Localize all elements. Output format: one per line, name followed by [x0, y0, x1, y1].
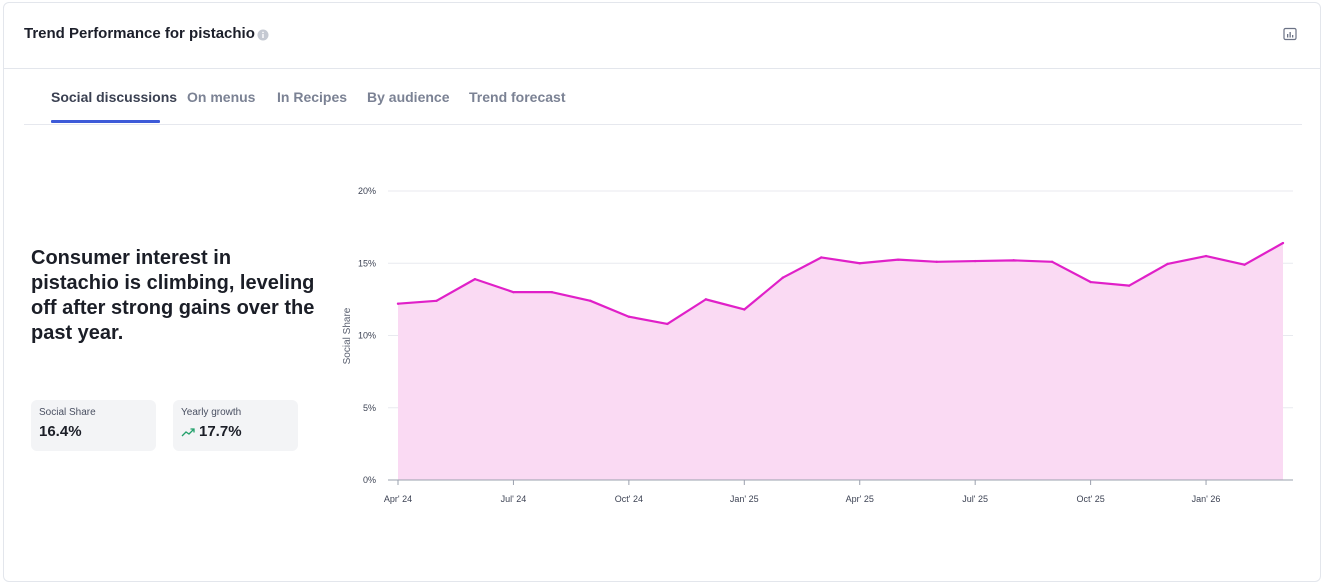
chart-export-icon[interactable] [1282, 26, 1298, 42]
data-point [973, 259, 977, 263]
x-tick-label: Oct' 25 [1076, 494, 1104, 504]
tab-social-discussions[interactable]: Social discussions [51, 89, 178, 105]
data-point [858, 262, 861, 265]
summary-headline: Consumer interest in pistachio is climbi… [31, 247, 315, 344]
stat-value: 16.4% [39, 423, 82, 440]
stat-value: 17.7% [199, 423, 242, 440]
x-tick-label: Apr' 24 [384, 494, 412, 504]
data-point [781, 276, 784, 279]
info-icon[interactable] [257, 29, 269, 41]
data-point [512, 290, 515, 294]
trend-up-icon [181, 428, 195, 437]
stat-yearly-growth: Yearly growth 17.7% [173, 400, 298, 451]
y-axis-title: Social Share [342, 307, 353, 364]
y-tick-label: 10% [358, 331, 376, 341]
x-tick-label: Oct' 24 [615, 494, 643, 504]
data-point [666, 322, 669, 326]
tab-bar: Social discussions On menus In Recipes B… [24, 69, 1302, 125]
data-point [743, 308, 746, 311]
x-tick-label: Jul' 24 [501, 494, 527, 504]
data-point [473, 277, 477, 281]
data-point [627, 315, 631, 318]
data-point [1089, 280, 1092, 284]
data-point [704, 298, 708, 301]
data-point [1127, 284, 1131, 287]
data-point [935, 260, 938, 264]
data-point [1281, 241, 1285, 245]
data-point [1050, 260, 1054, 264]
stat-label: Social Share [39, 407, 96, 418]
card-header: Trend Performance for pistachio [4, 3, 1320, 69]
data-point [1204, 254, 1208, 258]
y-tick-label: 20% [358, 186, 376, 196]
x-tick-label: Jul' 25 [962, 494, 988, 504]
data-point [1166, 262, 1169, 266]
y-tick-label: 0% [363, 475, 376, 485]
data-point [1243, 263, 1246, 266]
area-fill [398, 243, 1283, 480]
stat-label: Yearly growth [181, 407, 242, 418]
stat-social-share: Social Share 16.4% [31, 400, 156, 451]
data-point [550, 290, 554, 294]
x-tick-label: Jan' 25 [730, 494, 759, 504]
data-point [589, 299, 592, 303]
data-point [435, 299, 438, 303]
tab-by-audience[interactable]: By audience [367, 89, 450, 105]
tab-trend-forecast[interactable]: Trend forecast [469, 89, 566, 105]
y-tick-label: 5% [363, 403, 376, 413]
data-point [396, 302, 400, 305]
series-line [397, 242, 1284, 326]
data-point [820, 256, 823, 259]
card-title: Trend Performance for pistachio [24, 25, 255, 42]
tab-in-recipes[interactable]: In Recipes [277, 89, 348, 105]
x-tick-label: Apr' 25 [846, 494, 874, 504]
x-tick-label: Jan' 26 [1192, 494, 1221, 504]
active-tab-indicator [51, 120, 160, 123]
tab-on-menus[interactable]: On menus [187, 89, 256, 105]
data-point [1012, 259, 1015, 262]
data-point [897, 258, 900, 261]
y-tick-label: 15% [358, 258, 376, 268]
